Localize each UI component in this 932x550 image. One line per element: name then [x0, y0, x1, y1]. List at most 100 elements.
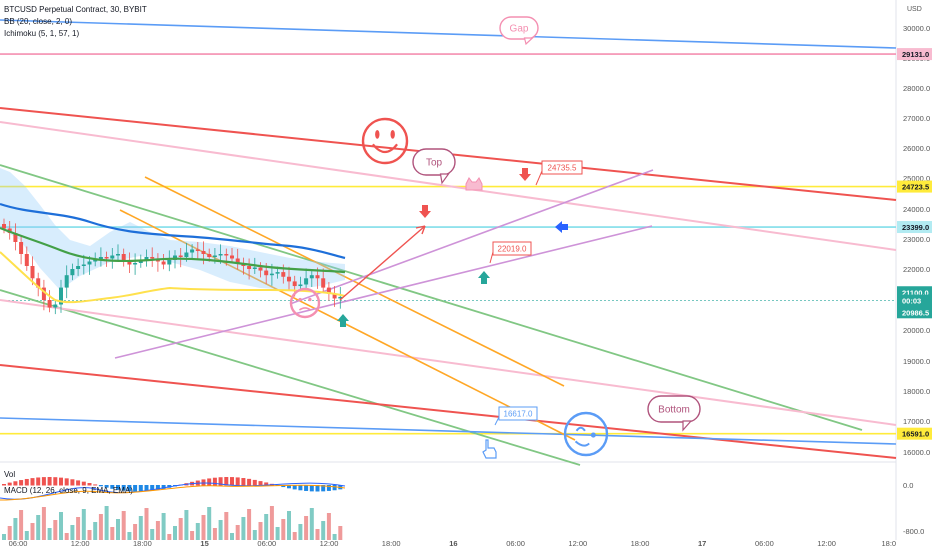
macd-histogram-bar — [150, 485, 155, 491]
macd-histogram-bar — [87, 483, 92, 486]
indicators-layer — [0, 202, 346, 304]
price-badge-text: 23399.0 — [902, 223, 929, 232]
bb-legend[interactable]: BB (20, close, 2, 0) — [4, 17, 73, 26]
candle-body — [76, 266, 81, 269]
volume-bar — [173, 526, 177, 540]
macd-histogram-bar — [224, 477, 229, 486]
wink-face-icon-eye — [590, 432, 596, 438]
macd-histogram-bar — [321, 485, 326, 492]
price-tick: 18000.0 — [903, 387, 930, 396]
volume-bar — [309, 508, 314, 540]
macd-histogram-bar — [110, 485, 115, 489]
candle-body — [332, 293, 337, 299]
volume-bar — [321, 521, 326, 540]
symbol-legend[interactable]: BTCUSD Perpetual Contract, 30, BYBIT — [4, 5, 147, 14]
price-badge-text: 29131.0 — [902, 50, 929, 59]
candle-body — [269, 273, 274, 276]
macd-histogram-bar — [47, 477, 52, 486]
volume-bar — [133, 524, 138, 540]
macd-histogram-bar — [24, 478, 29, 486]
happy-face-icon-eye — [390, 130, 395, 139]
volume-bar — [326, 513, 331, 540]
volume-bar — [195, 523, 200, 540]
volume-bar — [247, 509, 252, 540]
volume-bar — [241, 517, 246, 540]
time-tick: 06:00 — [257, 539, 276, 548]
candle-body — [190, 249, 195, 253]
macd-histogram-bar — [116, 485, 120, 490]
candle-body — [184, 252, 189, 257]
volume-bar — [138, 516, 143, 540]
macd-histogram-bar — [161, 485, 166, 489]
wink-face-icon — [563, 411, 609, 457]
volume-bar — [230, 533, 234, 540]
time-tick: 18:0 — [881, 539, 896, 548]
candle-body — [104, 257, 109, 259]
candle-body — [93, 260, 98, 262]
macd-histogram-bar — [247, 478, 252, 486]
time-axis[interactable]: 06:00 12:00 18:00 15 06:00 12:00 18:00 16 06:00 1… — [9, 539, 896, 548]
tag-22019-text: 22019.0 — [498, 245, 527, 254]
candle-body — [201, 251, 206, 254]
sad-face-icon — [289, 287, 321, 319]
bottom-bubble — [647, 395, 701, 423]
gap-bubble-tail — [523, 37, 535, 46]
down-arrow-icon — [419, 205, 431, 218]
candle-body — [121, 254, 126, 260]
volume-bar — [53, 520, 58, 540]
price-badge-text: 21100.0 — [902, 288, 929, 297]
candle-body — [195, 249, 200, 251]
pink-trend-lower — [0, 299, 897, 426]
orange-line-2 — [119, 209, 576, 441]
volume-bar — [275, 527, 280, 540]
red-trend-lower — [0, 364, 897, 459]
macd-tick: 0.0 — [903, 481, 913, 490]
macd-signal-line — [0, 484, 346, 501]
candle-body — [287, 276, 291, 282]
purple-line-lower — [114, 225, 653, 359]
candle-body — [212, 255, 217, 257]
ichimoku-legend[interactable]: Ichimoku (5, 1, 57, 1) — [4, 29, 80, 38]
macd-tick: -800.0 — [903, 527, 924, 536]
macd-histogram-bar — [144, 485, 149, 492]
volume-bar — [30, 523, 35, 540]
candle-body — [24, 254, 29, 266]
macd-histogram-bar — [207, 478, 212, 486]
candle-body — [292, 281, 297, 287]
candle-body — [161, 261, 166, 265]
tag-22019-box — [492, 241, 532, 256]
volume-bar — [212, 528, 217, 540]
candle-body — [218, 254, 223, 256]
candle-body — [64, 275, 69, 288]
macd-histogram-bar — [30, 478, 35, 486]
price-axis[interactable]: 30000.029000.028000.027000.026000.025000… — [897, 24, 932, 536]
top-text: Top — [426, 158, 443, 169]
volume-bar — [224, 512, 229, 540]
macd-legend[interactable]: MACD (12, 26, close, 9, EMA, EMA) — [4, 486, 133, 495]
volume-bar — [190, 531, 195, 540]
price-badge-text: 00:03 — [902, 297, 921, 306]
up-arrow-icon — [337, 314, 349, 327]
candle-body — [224, 254, 229, 256]
macd-histogram-bar — [292, 485, 297, 490]
macd-histogram-bar — [59, 477, 63, 486]
macd-histogram-bar — [315, 485, 320, 492]
candle-body — [230, 255, 234, 259]
time-tick: 12:00 — [817, 539, 836, 548]
volume-bar — [269, 506, 274, 540]
wink-face-icon-eye — [575, 426, 586, 432]
volume-bar — [338, 526, 343, 540]
macd-histogram-bar — [36, 477, 41, 486]
macd-histogram-bar — [264, 482, 269, 486]
price-tick: 16000.0 — [903, 448, 930, 457]
price-tick: 28000.0 — [903, 84, 930, 93]
candle-body — [30, 266, 35, 279]
vol-legend[interactable]: Vol — [4, 470, 16, 479]
annotations-layer: Gap Top Bottom 24735.5 22019.0 16617.0 — [289, 16, 701, 459]
macd-histogram-bar — [133, 485, 138, 492]
candle-body — [235, 258, 240, 263]
candle-body — [41, 287, 46, 300]
candle-body — [81, 264, 86, 266]
volume-bar — [13, 518, 18, 540]
